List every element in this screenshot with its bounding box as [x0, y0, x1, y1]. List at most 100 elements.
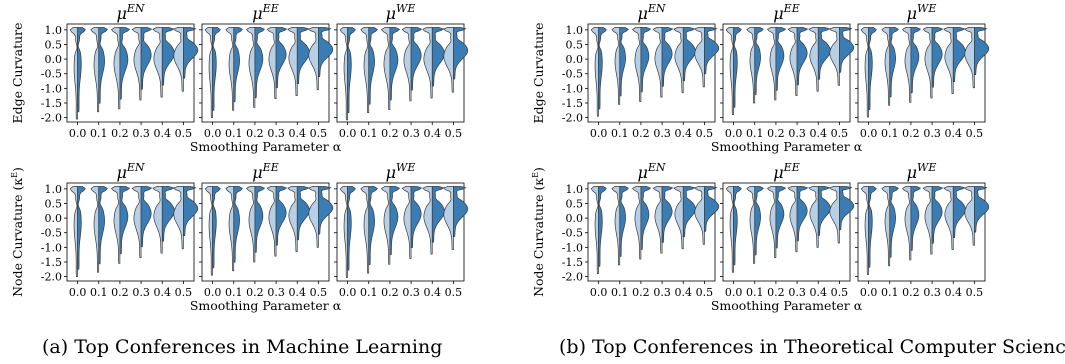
panel-title: μEN	[116, 161, 144, 182]
caption-machine-learning: (a) Top Conferences in Machine Learning	[42, 336, 443, 358]
violin-right-half	[640, 27, 652, 93]
x-tick-label: 0.1	[225, 286, 243, 299]
panel-frame	[201, 23, 330, 123]
violin-left-half	[90, 27, 100, 113]
violin-right-half	[119, 27, 131, 100]
y-tick-label: -0.5	[562, 227, 583, 240]
x-tick-label: 0.0	[860, 127, 878, 140]
x-tick-label: 0.1	[881, 286, 899, 299]
violin-right-half	[98, 27, 108, 104]
violin-right-half	[233, 27, 243, 103]
violin-right-half	[839, 186, 855, 231]
violin-right-half	[661, 186, 674, 243]
violin-left-half	[590, 27, 599, 117]
violin-right-half	[453, 27, 469, 80]
violin-right-half	[952, 27, 966, 82]
panel-title: μEN	[116, 2, 144, 23]
violin-right-half	[889, 27, 899, 98]
violin-left-half	[828, 27, 840, 86]
y-tick-label: -1.5	[562, 256, 583, 269]
violin-left-half	[725, 27, 734, 116]
panel-title-base: μ	[116, 4, 126, 23]
panel-title-sup: EE	[783, 161, 800, 174]
violin-right-half	[368, 27, 378, 105]
panel-title: μEE	[252, 161, 278, 182]
y-tick-label: -2.0	[562, 112, 583, 125]
violin-right-half	[318, 27, 334, 78]
violin-left-half	[152, 186, 163, 254]
x-tick-label: 0.1	[360, 127, 378, 140]
y-tick-label: 0.5	[566, 38, 584, 51]
x-tick-label: 0.2	[902, 127, 920, 140]
violin-right-half	[212, 186, 221, 269]
y-tick-label: 0.0	[45, 212, 63, 225]
panel-title: μWE	[386, 2, 416, 23]
x-tick-label: 0.0	[339, 127, 357, 140]
violin-left-half	[266, 186, 277, 257]
panel-title-sup: EN	[126, 161, 145, 174]
violin-left-half	[693, 27, 705, 88]
y-label-sup: E	[531, 172, 540, 178]
violin-left-half	[204, 27, 213, 118]
violin-right-half	[275, 186, 288, 246]
panel-frame	[201, 182, 330, 282]
y-tick-label: -1.0	[562, 82, 583, 95]
y-tick-label: -1.0	[41, 82, 62, 95]
violin-right-half	[910, 186, 922, 251]
violin-left-half	[943, 186, 954, 251]
x-tick-label: 0.1	[90, 127, 108, 140]
violin-left-half	[631, 27, 642, 102]
violin-right-half	[77, 186, 86, 270]
violin-right-half	[974, 186, 990, 233]
x-tick-label: 0.0	[204, 286, 222, 299]
violin-right-half	[661, 27, 674, 87]
x-tick-label: 0.0	[204, 127, 222, 140]
violin-right-half	[754, 27, 764, 95]
x-tick-label: 0.3	[788, 286, 806, 299]
panel-title-sup: EN	[126, 2, 145, 15]
panel-g0-r1-p2: μWE 0.0 0.1 0.2 0.3 0.4 0.5	[334, 161, 469, 299]
x-tick-label: 0.5	[696, 286, 714, 299]
violin-right-half	[889, 186, 899, 258]
violin-left-half	[860, 186, 869, 275]
violin-right-half	[839, 27, 855, 73]
x-tick-label: 0.2	[902, 286, 920, 299]
violin-right-half	[347, 186, 356, 271]
violin-left-half	[725, 186, 734, 273]
violin-left-half	[442, 27, 454, 93]
violin-left-half	[787, 186, 798, 253]
violin-right-half	[296, 186, 310, 241]
violin-left-half	[828, 186, 840, 244]
violin-left-half	[266, 27, 277, 99]
violin-right-half	[974, 27, 990, 75]
y-axis-label-edge-curvature: Edge Curvature	[531, 22, 546, 123]
violin-left-half	[90, 186, 100, 273]
y-tick-label: 1.0	[45, 183, 63, 196]
violin-right-half	[431, 186, 445, 243]
x-tick-label: 0.4	[289, 127, 307, 140]
x-axis-label: Smoothing Parameter α	[711, 139, 863, 154]
x-tick-label: 0.2	[111, 286, 129, 299]
violin-left-half	[922, 27, 933, 99]
panel-title-sup: EN	[647, 161, 666, 174]
y-tick-label: 0.0	[566, 53, 584, 66]
violin-right-half	[817, 27, 831, 80]
violin-right-half	[704, 27, 720, 75]
violin-left-half	[901, 27, 912, 103]
x-axis-label: Smoothing Parameter α	[711, 298, 863, 313]
panel-frame	[857, 182, 986, 282]
violin-left-half	[307, 27, 319, 91]
x-tick-label: 0.1	[225, 127, 243, 140]
violin-left-half	[631, 186, 642, 260]
y-tick-label: 1.0	[566, 183, 584, 196]
violin-left-half	[881, 186, 891, 267]
violin-left-half	[401, 27, 412, 102]
panel-title-base: μ	[386, 163, 396, 182]
y-tick-label: 0.0	[566, 212, 584, 225]
x-tick-label: 0.4	[675, 127, 693, 140]
violin-right-half	[619, 27, 629, 97]
violin-left-half	[881, 27, 891, 106]
